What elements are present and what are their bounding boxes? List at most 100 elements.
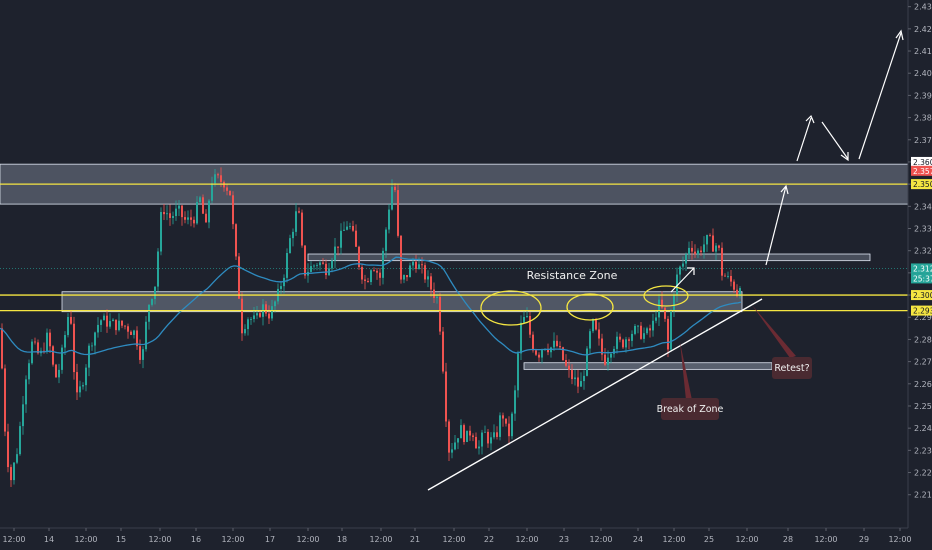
candle-body [1,328,3,369]
candle-body [631,333,633,341]
candle-body [553,340,555,348]
candle-body [28,363,30,380]
time-axis-ticks: 12:00 14 12:00 15 12:00 16 12:00 17 12:00 18 12:00… [2,528,912,544]
candle-body [361,267,363,280]
candle-body [484,431,486,433]
candle-body [688,247,690,255]
candle-body [340,230,342,248]
time-tick-label: 12:00 [296,535,319,544]
candle-body [451,449,453,453]
time-tick-label: 28 [783,535,793,544]
candle-body [412,261,414,266]
time-tick-label: 14 [44,535,54,544]
candle-body [418,264,420,269]
projection-arrow-head-c [895,29,904,41]
candle-body [25,379,27,405]
price-badge-bg [911,305,932,316]
candle-body [337,246,339,248]
break-callout-box[interactable] [661,398,719,420]
candle-body [367,280,369,283]
candle-body [607,357,609,365]
time-tick-label: 15 [116,535,126,544]
price-tick-label: 2.430 [914,3,932,12]
candle-body [304,245,306,276]
candle-body [709,234,711,236]
candle-body [64,335,66,348]
candle-body [46,332,48,352]
price-tick-label: 2.220 [914,469,932,478]
candle-body [463,425,465,442]
resistance-zone-box[interactable] [61,291,743,313]
candle-body [460,425,462,439]
candle-body [199,197,201,203]
highlight-circle-1[interactable] [480,290,542,326]
candle-body [703,244,705,253]
time-tick-label: 21 [410,535,420,544]
candle-body [130,331,132,335]
projection-arrow-head-a [805,114,815,124]
candle-body [268,313,270,319]
candle-body [208,200,210,223]
candle-body [172,216,174,218]
candle-body [520,322,522,354]
ascending-trendline[interactable] [427,298,763,491]
candle-body [76,372,78,393]
candle-body [247,319,249,330]
candle-body [457,438,459,443]
price-badge-label: 2.350 [913,180,932,189]
price-tick-label: 2.240 [914,424,932,433]
time-axis[interactable]: 12:00 14 12:00 15 12:00 16 12:00 17 12:00 18 12:00… [0,527,912,544]
candle-body [325,263,327,276]
short-resistance-zone[interactable] [307,253,871,262]
price-badge-label: 2.293 [913,307,932,316]
candle-body [559,346,561,348]
candle-body [619,336,621,340]
candle-body [379,272,381,278]
candle-body [481,432,483,447]
price-axis[interactable]: 2.210 2.220 2.230 2.240 2.250 2.260 2.270 2.280… [907,0,932,528]
projection-arrow-head-b [840,152,849,162]
break-callout-label: Break of Zone [657,404,724,415]
candle-body [556,340,558,347]
candle-body [265,304,267,314]
candle-body [715,245,717,252]
retest-callout-box[interactable] [772,357,812,379]
candle-body [166,213,168,215]
candle-body [133,330,135,335]
candle-body [577,377,579,387]
candle-body [88,345,90,368]
candle-body [598,329,600,339]
price-tick-label: 2.250 [914,402,932,411]
time-tick-label: 22 [484,535,494,544]
candle-body [322,262,324,264]
candle-body [727,275,729,277]
candle-body [529,316,531,335]
candle-body [514,390,516,414]
candle-body [85,367,87,386]
projection-path[interactable] [796,32,902,162]
candle-body [16,454,18,463]
time-tick-label: 23 [559,535,569,544]
highlight-circle-3[interactable] [643,285,689,307]
candle-body [274,301,276,307]
price-tick-label: 2.330 [914,225,932,234]
arrow-small-up[interactable] [670,267,695,293]
candle-body [613,348,615,354]
projection-arrow-1[interactable] [765,185,787,266]
candle-body [202,197,204,214]
candle-body [442,331,444,372]
candle-body [586,348,588,376]
candle-body [493,432,495,438]
candle-body [658,299,660,318]
candle-body [427,276,429,280]
highlight-circle-2[interactable] [566,293,614,321]
price-tick-label: 2.270 [914,358,932,367]
price-tick-label: 2.400 [914,69,932,78]
candle-body [454,442,456,450]
candle-body [271,306,273,319]
candle-body [601,338,603,355]
candle-body [697,250,699,255]
candle-body [205,213,207,223]
candle-body [313,265,315,267]
